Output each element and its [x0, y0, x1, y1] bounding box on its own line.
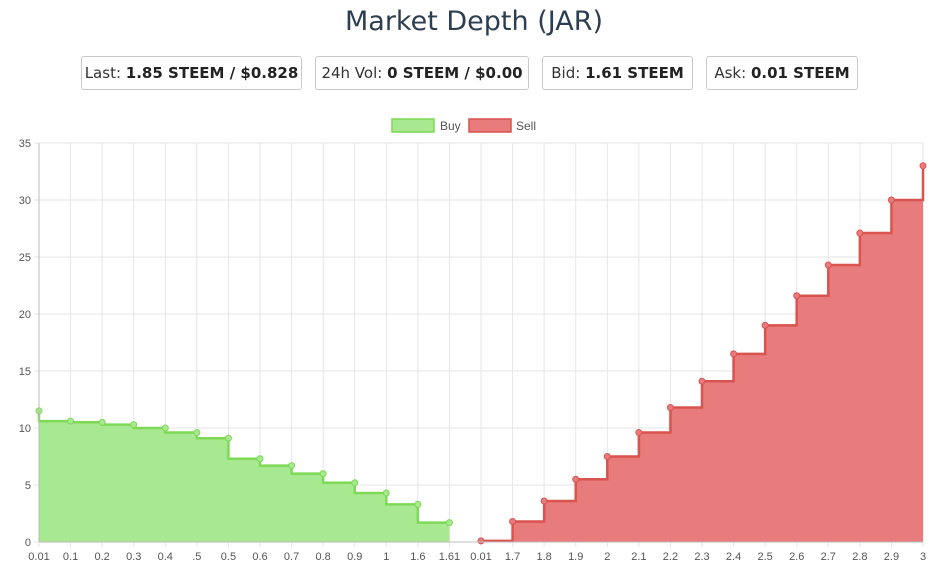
- x-tick-label: 0.3: [126, 551, 141, 563]
- y-tick-label: 30: [19, 195, 31, 207]
- x-tick-label: 2.9: [884, 551, 899, 563]
- sell-legend-label: Sell: [516, 119, 536, 133]
- x-tick-label: 1.6: [410, 551, 425, 563]
- x-tick-label: 0.6: [252, 551, 267, 563]
- x-tick-label: 2.6: [789, 551, 804, 563]
- buy-point: [382, 489, 390, 497]
- x-tick-label: 0.8: [315, 551, 330, 563]
- x-tick-label: 1.61: [439, 551, 460, 563]
- ask-stat: Ask: 0.01 STEEM: [706, 56, 858, 90]
- x-tick-label: 2.3: [694, 551, 709, 563]
- sell-point: [730, 350, 738, 358]
- buy-legend-swatch: [391, 118, 435, 133]
- volume-stat: 24h Vol: 0 STEEM / $0.00: [315, 56, 529, 90]
- x-tick-label: 2.5: [757, 551, 772, 563]
- ask-label: Ask:: [714, 64, 747, 82]
- ask-value: 0.01 STEEM: [750, 64, 850, 82]
- buy-point: [351, 479, 359, 487]
- sell-point: [477, 537, 485, 545]
- x-tick-label: 2.8: [852, 551, 867, 563]
- sell-point: [919, 162, 927, 170]
- y-tick-label: 20: [19, 309, 31, 321]
- buy-point: [288, 462, 296, 470]
- sell-point: [793, 292, 801, 300]
- x-tick-label: 3: [920, 551, 926, 563]
- page-title: Market Depth (JAR): [344, 6, 603, 37]
- x-tick-label: 0.9: [347, 551, 362, 563]
- sell-point: [856, 229, 864, 237]
- y-tick-label: 15: [19, 366, 31, 378]
- depth-chart: 0 5 10 15 20 25 30 35 0.01 0.1 0.2 0.3 0.4 .5 0.5 0.6 0.…: [19, 118, 927, 563]
- x-tick-label: 1.7: [505, 551, 520, 563]
- sell-point: [603, 453, 611, 460]
- y-tick-label: 35: [19, 138, 31, 150]
- x-tick-label: .5: [192, 551, 201, 563]
- x-tick-label: 2.7: [821, 551, 836, 563]
- buy-point: [98, 418, 106, 426]
- y-tick-label: 0: [25, 537, 31, 549]
- x-tick-label: 0.01: [470, 551, 491, 563]
- sell-point: [824, 261, 832, 269]
- x-tick-label: 0.4: [158, 551, 173, 563]
- sell-point: [540, 497, 548, 505]
- buy-point: [319, 470, 327, 478]
- last-value: 1.85 STEEM / $0.828: [125, 64, 299, 82]
- x-tick-label: 0.5: [221, 551, 236, 563]
- sell-point: [666, 403, 674, 411]
- sell-point: [698, 377, 706, 385]
- y-tick-label: 5: [25, 480, 31, 492]
- stats-bar: Last: 1.85 STEEM / $0.828 24h Vol: 0 STE…: [0, 56, 948, 90]
- sell-legend-swatch: [468, 118, 512, 133]
- volume-value: 0 STEEM / $0.00: [387, 64, 523, 82]
- y-tick-label: 25: [19, 252, 31, 264]
- last-label: Last:: [84, 64, 122, 82]
- buy-point: [67, 417, 75, 425]
- buy-legend-label: Buy: [440, 119, 461, 133]
- buy-point: [414, 500, 422, 508]
- buy-point: [224, 434, 232, 442]
- x-tick-label: 1: [383, 551, 389, 563]
- bid-stat: Bid: 1.61 STEEM: [542, 56, 693, 90]
- x-tick-label: 0.2: [94, 551, 109, 563]
- x-tick-label: 1.9: [568, 551, 583, 563]
- buy-area: [39, 410, 450, 542]
- x-tick-label: 1.8: [536, 551, 551, 563]
- x-tick-label: 0.01: [28, 551, 49, 563]
- bid-value: 1.61 STEEM: [585, 64, 684, 82]
- buy-point: [130, 421, 138, 429]
- x-tick-label: 2: [604, 551, 610, 563]
- x-tick-label: 2.1: [631, 551, 646, 563]
- x-tick-label: 0.1: [63, 551, 78, 563]
- buy-point: [161, 424, 169, 432]
- buy-point: [256, 455, 264, 463]
- x-tick-label: 2.4: [726, 551, 741, 563]
- last-price-stat: Last: 1.85 STEEM / $0.828: [81, 56, 302, 90]
- bid-label: Bid:: [551, 64, 581, 82]
- sell-area: [481, 165, 923, 543]
- sell-point: [887, 196, 895, 204]
- sell-point: [509, 517, 517, 525]
- x-tick-label: 2.2: [663, 551, 678, 563]
- sell-point: [635, 429, 643, 437]
- y-tick-label: 10: [19, 423, 31, 435]
- sell-point: [761, 321, 769, 329]
- volume-label: 24h Vol:: [321, 64, 383, 82]
- sell-point: [572, 475, 580, 483]
- buy-point: [445, 519, 453, 527]
- x-tick-label: 0.7: [284, 551, 299, 563]
- buy-point: [193, 429, 201, 437]
